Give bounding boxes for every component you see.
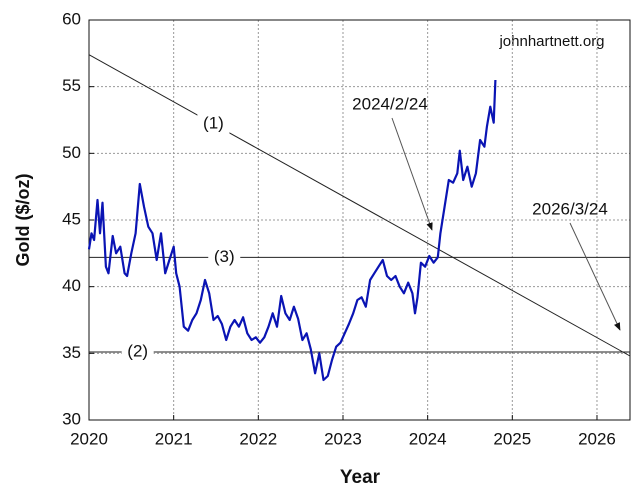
y-tick-label: 50 <box>62 143 81 162</box>
y-tick-label: 45 <box>62 209 81 228</box>
x-axis-label: Year <box>340 467 381 488</box>
reference-line <box>88 54 631 357</box>
reference-label: (1) <box>203 113 224 132</box>
annotation: 2026/3/24 <box>532 199 608 218</box>
watermark: johnhartnett.org <box>498 33 604 50</box>
y-tick-label: 35 <box>62 343 81 362</box>
x-tick-label: 2026 <box>578 429 616 448</box>
annotation-arrow <box>391 117 433 231</box>
y-tick-label: 30 <box>62 409 81 428</box>
x-tick-label: 2023 <box>324 429 362 448</box>
x-tick-label: 2025 <box>493 429 531 448</box>
plot-frame <box>88 19 631 421</box>
reference-label: (3) <box>214 247 235 266</box>
annotation-arrow <box>569 222 621 331</box>
reference-label: (2) <box>127 341 148 360</box>
x-tick-label: 2022 <box>239 429 277 448</box>
annotation: 2024/2/24 <box>352 94 428 113</box>
x-tick-label: 2020 <box>70 429 108 448</box>
series-line <box>87 79 497 382</box>
label-bg <box>197 113 230 134</box>
y-tick-label: 55 <box>62 76 81 95</box>
label-bg <box>208 247 241 268</box>
y-axis-label: Gold ($/oz) <box>13 174 33 267</box>
label-bg <box>121 342 154 362</box>
y-tick-label: 40 <box>62 276 81 295</box>
y-tick-label: 60 <box>62 9 81 28</box>
x-tick-label: 2021 <box>155 429 193 448</box>
x-tick-label: 2024 <box>409 429 447 448</box>
